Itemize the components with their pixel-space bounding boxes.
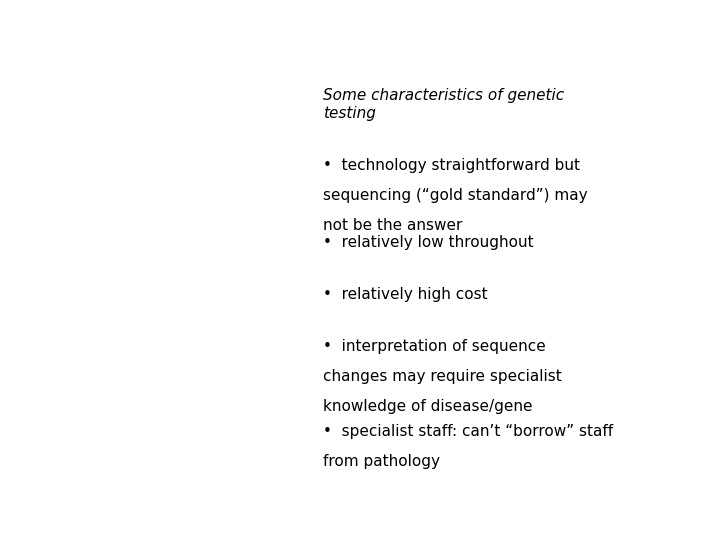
Text: •  relatively high cost: • relatively high cost <box>323 287 488 302</box>
Text: •  interpretation of sequence: • interpretation of sequence <box>323 339 546 354</box>
Text: from pathology: from pathology <box>323 454 440 469</box>
Text: not be the answer: not be the answer <box>323 218 463 233</box>
Text: sequencing (“gold standard”) may: sequencing (“gold standard”) may <box>323 188 588 203</box>
Text: •  relatively low throughout: • relatively low throughout <box>323 235 534 250</box>
Text: changes may require specialist: changes may require specialist <box>323 369 562 384</box>
Text: •  technology straightforward but: • technology straightforward but <box>323 158 580 173</box>
Text: •  specialist staff: can’t “borrow” staff: • specialist staff: can’t “borrow” staff <box>323 424 613 440</box>
Text: knowledge of disease/gene: knowledge of disease/gene <box>323 399 533 414</box>
Text: Some characteristics of genetic
testing: Some characteristics of genetic testing <box>323 87 564 120</box>
